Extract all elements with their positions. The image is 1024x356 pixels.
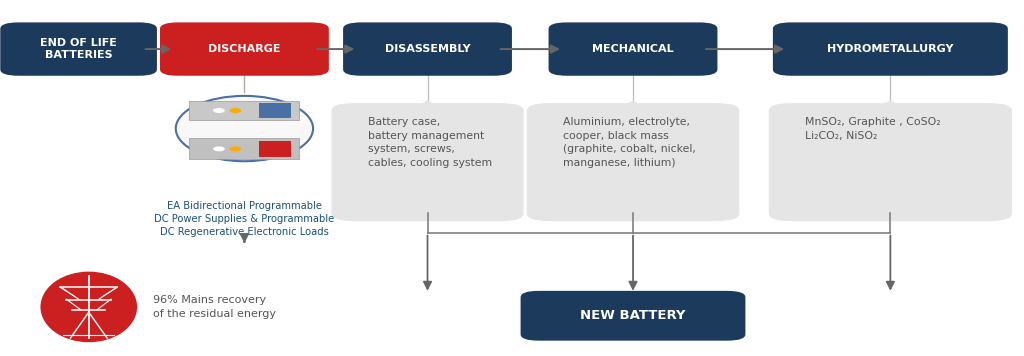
FancyBboxPatch shape — [769, 103, 1012, 221]
FancyBboxPatch shape — [160, 22, 329, 76]
FancyBboxPatch shape — [259, 141, 291, 157]
FancyBboxPatch shape — [0, 22, 157, 76]
FancyBboxPatch shape — [332, 103, 523, 221]
Text: MnSO₂, Graphite , CoSO₂
Li₂CO₂, NiSO₂: MnSO₂, Graphite , CoSO₂ Li₂CO₂, NiSO₂ — [806, 117, 941, 141]
Ellipse shape — [176, 96, 313, 161]
Polygon shape — [410, 100, 445, 111]
FancyBboxPatch shape — [520, 291, 745, 341]
FancyBboxPatch shape — [526, 103, 739, 221]
Text: DISASSEMBLY: DISASSEMBLY — [385, 44, 470, 54]
Ellipse shape — [41, 272, 137, 342]
FancyBboxPatch shape — [549, 22, 718, 76]
Circle shape — [230, 109, 241, 112]
Text: Battery case,
battery management
system, screws,
cables, cooling system: Battery case, battery management system,… — [368, 117, 493, 168]
Circle shape — [230, 147, 241, 151]
Text: DISCHARGE: DISCHARGE — [208, 44, 281, 54]
Text: Aluminium, electrolyte,
cooper, black mass
(graphite, cobalt, nickel,
manganese,: Aluminium, electrolyte, cooper, black ma… — [563, 117, 696, 168]
FancyBboxPatch shape — [189, 101, 299, 120]
Text: NEW BATTERY: NEW BATTERY — [581, 309, 686, 322]
Text: 96% Mains recovery
of the residual energy: 96% Mains recovery of the residual energ… — [153, 295, 275, 319]
Polygon shape — [614, 100, 651, 111]
FancyBboxPatch shape — [773, 22, 1008, 76]
Polygon shape — [872, 100, 908, 111]
FancyBboxPatch shape — [259, 103, 291, 118]
Text: HYDROMETALLURGY: HYDROMETALLURGY — [827, 44, 953, 54]
Circle shape — [214, 109, 224, 112]
FancyBboxPatch shape — [189, 138, 299, 159]
Circle shape — [214, 147, 224, 151]
Text: END OF LIFE
BATTERIES: END OF LIFE BATTERIES — [40, 38, 117, 60]
FancyBboxPatch shape — [343, 22, 512, 76]
Text: MECHANICAL: MECHANICAL — [592, 44, 674, 54]
Text: EA Bidirectional Programmable
DC Power Supplies & Programmable
DC Regenerative E: EA Bidirectional Programmable DC Power S… — [155, 201, 335, 237]
